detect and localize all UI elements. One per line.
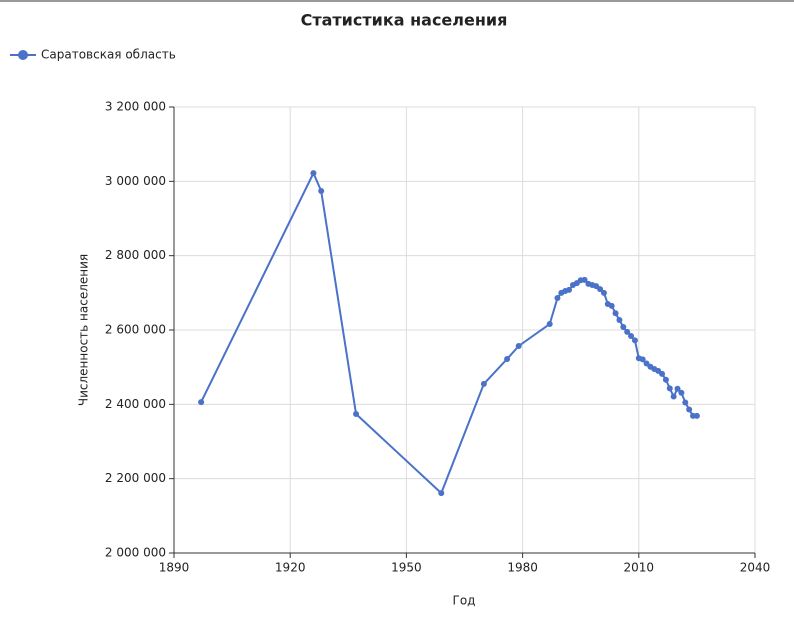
legend-label: Саратовская область	[41, 48, 176, 62]
data-point	[480, 380, 487, 387]
data-point	[600, 289, 607, 296]
data-point	[608, 302, 615, 309]
data-point	[662, 376, 669, 383]
data-point	[643, 360, 650, 367]
data-point	[566, 286, 573, 293]
data-point	[686, 406, 693, 413]
data-point	[597, 286, 604, 293]
x-tick-label: 2040	[740, 561, 771, 575]
data-point	[693, 412, 700, 419]
data-point	[438, 490, 445, 497]
data-point	[624, 328, 631, 335]
data-point	[616, 316, 623, 323]
data-point	[198, 399, 205, 406]
data-point	[620, 324, 627, 331]
data-point	[674, 385, 681, 392]
y-tick-label: 2 600 000	[105, 323, 166, 337]
data-point	[504, 355, 511, 362]
y-tick-label: 3 000 000	[105, 174, 166, 188]
data-point	[659, 370, 666, 377]
data-point	[612, 310, 619, 317]
x-tick-label: 1920	[275, 561, 306, 575]
y-tick-label: 2 000 000	[105, 546, 166, 560]
data-point	[628, 332, 635, 339]
data-point	[639, 356, 646, 363]
x-tick-label: 1890	[159, 561, 190, 575]
legend-marker	[18, 50, 28, 60]
y-tick-label: 2 200 000	[105, 471, 166, 485]
data-point	[678, 389, 685, 396]
data-point	[682, 399, 689, 406]
x-tick-label: 1980	[507, 561, 538, 575]
y-tick-label: 3 200 000	[105, 100, 166, 114]
series-line	[200, 170, 697, 495]
x-axis-label: Год	[453, 594, 476, 608]
y-tick-label: 2 800 000	[105, 248, 166, 262]
data-point	[318, 187, 325, 194]
data-point	[631, 337, 638, 344]
x-tick-label: 2010	[624, 561, 655, 575]
chart-title: Статистика населения	[301, 11, 508, 30]
data-point	[546, 321, 553, 328]
y-tick-label: 2 400 000	[105, 397, 166, 411]
data-point	[554, 295, 561, 302]
y-axis-label: Численность населения	[77, 254, 91, 406]
data-point	[515, 342, 522, 349]
x-tick-label: 1950	[391, 561, 422, 575]
data-point	[670, 393, 677, 400]
data-point	[666, 385, 673, 392]
data-point	[353, 410, 360, 417]
data-point	[310, 170, 317, 177]
data-point	[581, 276, 588, 283]
